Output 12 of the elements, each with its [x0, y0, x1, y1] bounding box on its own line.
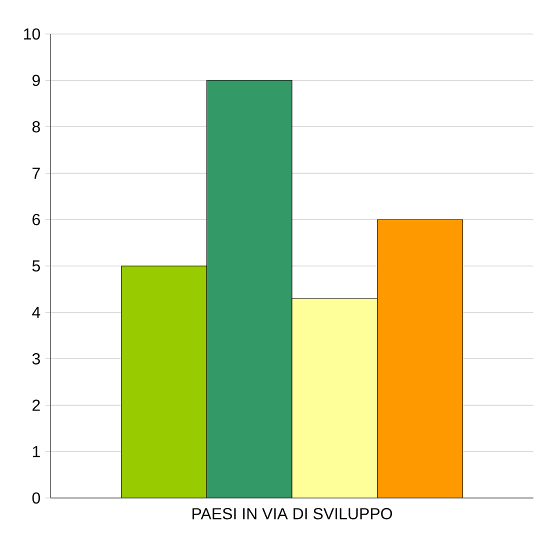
y-tick-label: 2	[32, 400, 40, 411]
y-tick-label: 0	[32, 492, 40, 504]
y-tick-label: 4	[32, 306, 40, 318]
y-tick-label: 10	[24, 28, 40, 40]
y-tick-label: 3	[32, 353, 40, 364]
y-tick-label: 7	[32, 168, 40, 179]
x-tick-label: PAESI IN VIA DI SVILUPPO	[192, 508, 392, 520]
y-tick-label: 8	[32, 121, 40, 132]
y-tick-label: 6	[32, 214, 40, 226]
y-tick-label: 5	[32, 260, 40, 272]
y-tick-label: 1	[32, 446, 40, 458]
y-tick-label: 9	[32, 74, 40, 86]
